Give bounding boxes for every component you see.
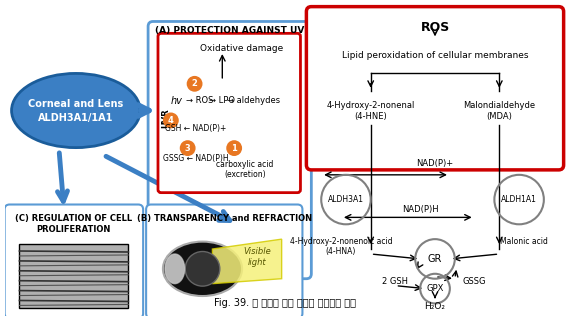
Circle shape xyxy=(180,140,196,156)
Text: (A) PROTECTION AGAINST UV: (A) PROTECTION AGAINST UV xyxy=(155,26,304,35)
Polygon shape xyxy=(213,239,282,284)
Text: ALDH3A1/1A1: ALDH3A1/1A1 xyxy=(38,114,113,123)
Text: ROS: ROS xyxy=(420,22,450,34)
Text: (excretion): (excretion) xyxy=(224,170,266,179)
FancyBboxPatch shape xyxy=(158,33,301,193)
Text: Malondialdehyde: Malondialdehyde xyxy=(463,100,535,110)
FancyBboxPatch shape xyxy=(146,204,302,318)
Text: GSSG: GSSG xyxy=(463,277,486,286)
Text: (B) TRANSPARENCY and REFRACTION: (B) TRANSPARENCY and REFRACTION xyxy=(137,214,312,224)
Text: GSH ← NAD(P)+: GSH ← NAD(P)+ xyxy=(165,124,226,133)
Text: Fig. 39. 광 조사에 따른 산화적 스트레스 기전: Fig. 39. 광 조사에 따른 산화적 스트레스 기전 xyxy=(214,298,356,308)
Text: carboxylic acid: carboxylic acid xyxy=(217,161,274,169)
Text: Corneal and Lens: Corneal and Lens xyxy=(28,99,124,108)
Text: (4-HNE): (4-HNE) xyxy=(354,113,387,121)
Text: NAD(P)+: NAD(P)+ xyxy=(416,159,454,168)
Text: UVR: UVR xyxy=(162,108,171,128)
Text: NAD(P)H: NAD(P)H xyxy=(402,205,438,214)
Text: 4: 4 xyxy=(168,116,174,125)
Bar xyxy=(19,244,128,308)
FancyBboxPatch shape xyxy=(148,22,311,279)
Text: 1: 1 xyxy=(231,144,237,153)
Text: (4-HNA): (4-HNA) xyxy=(326,247,356,256)
Circle shape xyxy=(226,140,242,156)
Text: GSSG ← NAD(P)H: GSSG ← NAD(P)H xyxy=(163,154,229,162)
Ellipse shape xyxy=(163,242,242,296)
Text: Oxidative damage: Oxidative damage xyxy=(201,44,284,53)
Ellipse shape xyxy=(11,73,140,148)
FancyBboxPatch shape xyxy=(5,204,143,318)
FancyBboxPatch shape xyxy=(306,7,564,170)
Text: H₂O₂: H₂O₂ xyxy=(425,302,446,311)
Text: 2: 2 xyxy=(192,79,197,88)
Circle shape xyxy=(163,113,179,128)
Text: Visible
light: Visible light xyxy=(243,247,271,267)
Text: Malonic acid: Malonic acid xyxy=(500,237,548,246)
Text: GR: GR xyxy=(428,254,442,264)
Text: 2 GSH: 2 GSH xyxy=(382,277,408,286)
Ellipse shape xyxy=(165,254,185,284)
Text: → LPO: → LPO xyxy=(209,96,235,105)
Text: 3: 3 xyxy=(185,144,191,153)
Text: hv: hv xyxy=(171,96,183,106)
Ellipse shape xyxy=(185,252,220,286)
Text: GPX: GPX xyxy=(426,284,444,293)
Circle shape xyxy=(187,76,202,92)
Text: 4-Hydroxy-2-nonenal: 4-Hydroxy-2-nonenal xyxy=(327,100,415,110)
Text: → ROS: → ROS xyxy=(186,96,213,105)
Text: ALDH3A1: ALDH3A1 xyxy=(328,195,364,204)
Text: 4-Hydroxy-2-nonenoic acid: 4-Hydroxy-2-nonenoic acid xyxy=(290,237,392,246)
Text: → aldehydes: → aldehydes xyxy=(227,96,281,105)
Text: (C) REGULATION OF CELL
PROLIFERATION: (C) REGULATION OF CELL PROLIFERATION xyxy=(15,214,133,234)
Text: Lipid peroxidation of cellular membranes: Lipid peroxidation of cellular membranes xyxy=(342,51,528,60)
Text: ALDH1A1: ALDH1A1 xyxy=(501,195,537,204)
Text: (MDA): (MDA) xyxy=(486,113,512,121)
